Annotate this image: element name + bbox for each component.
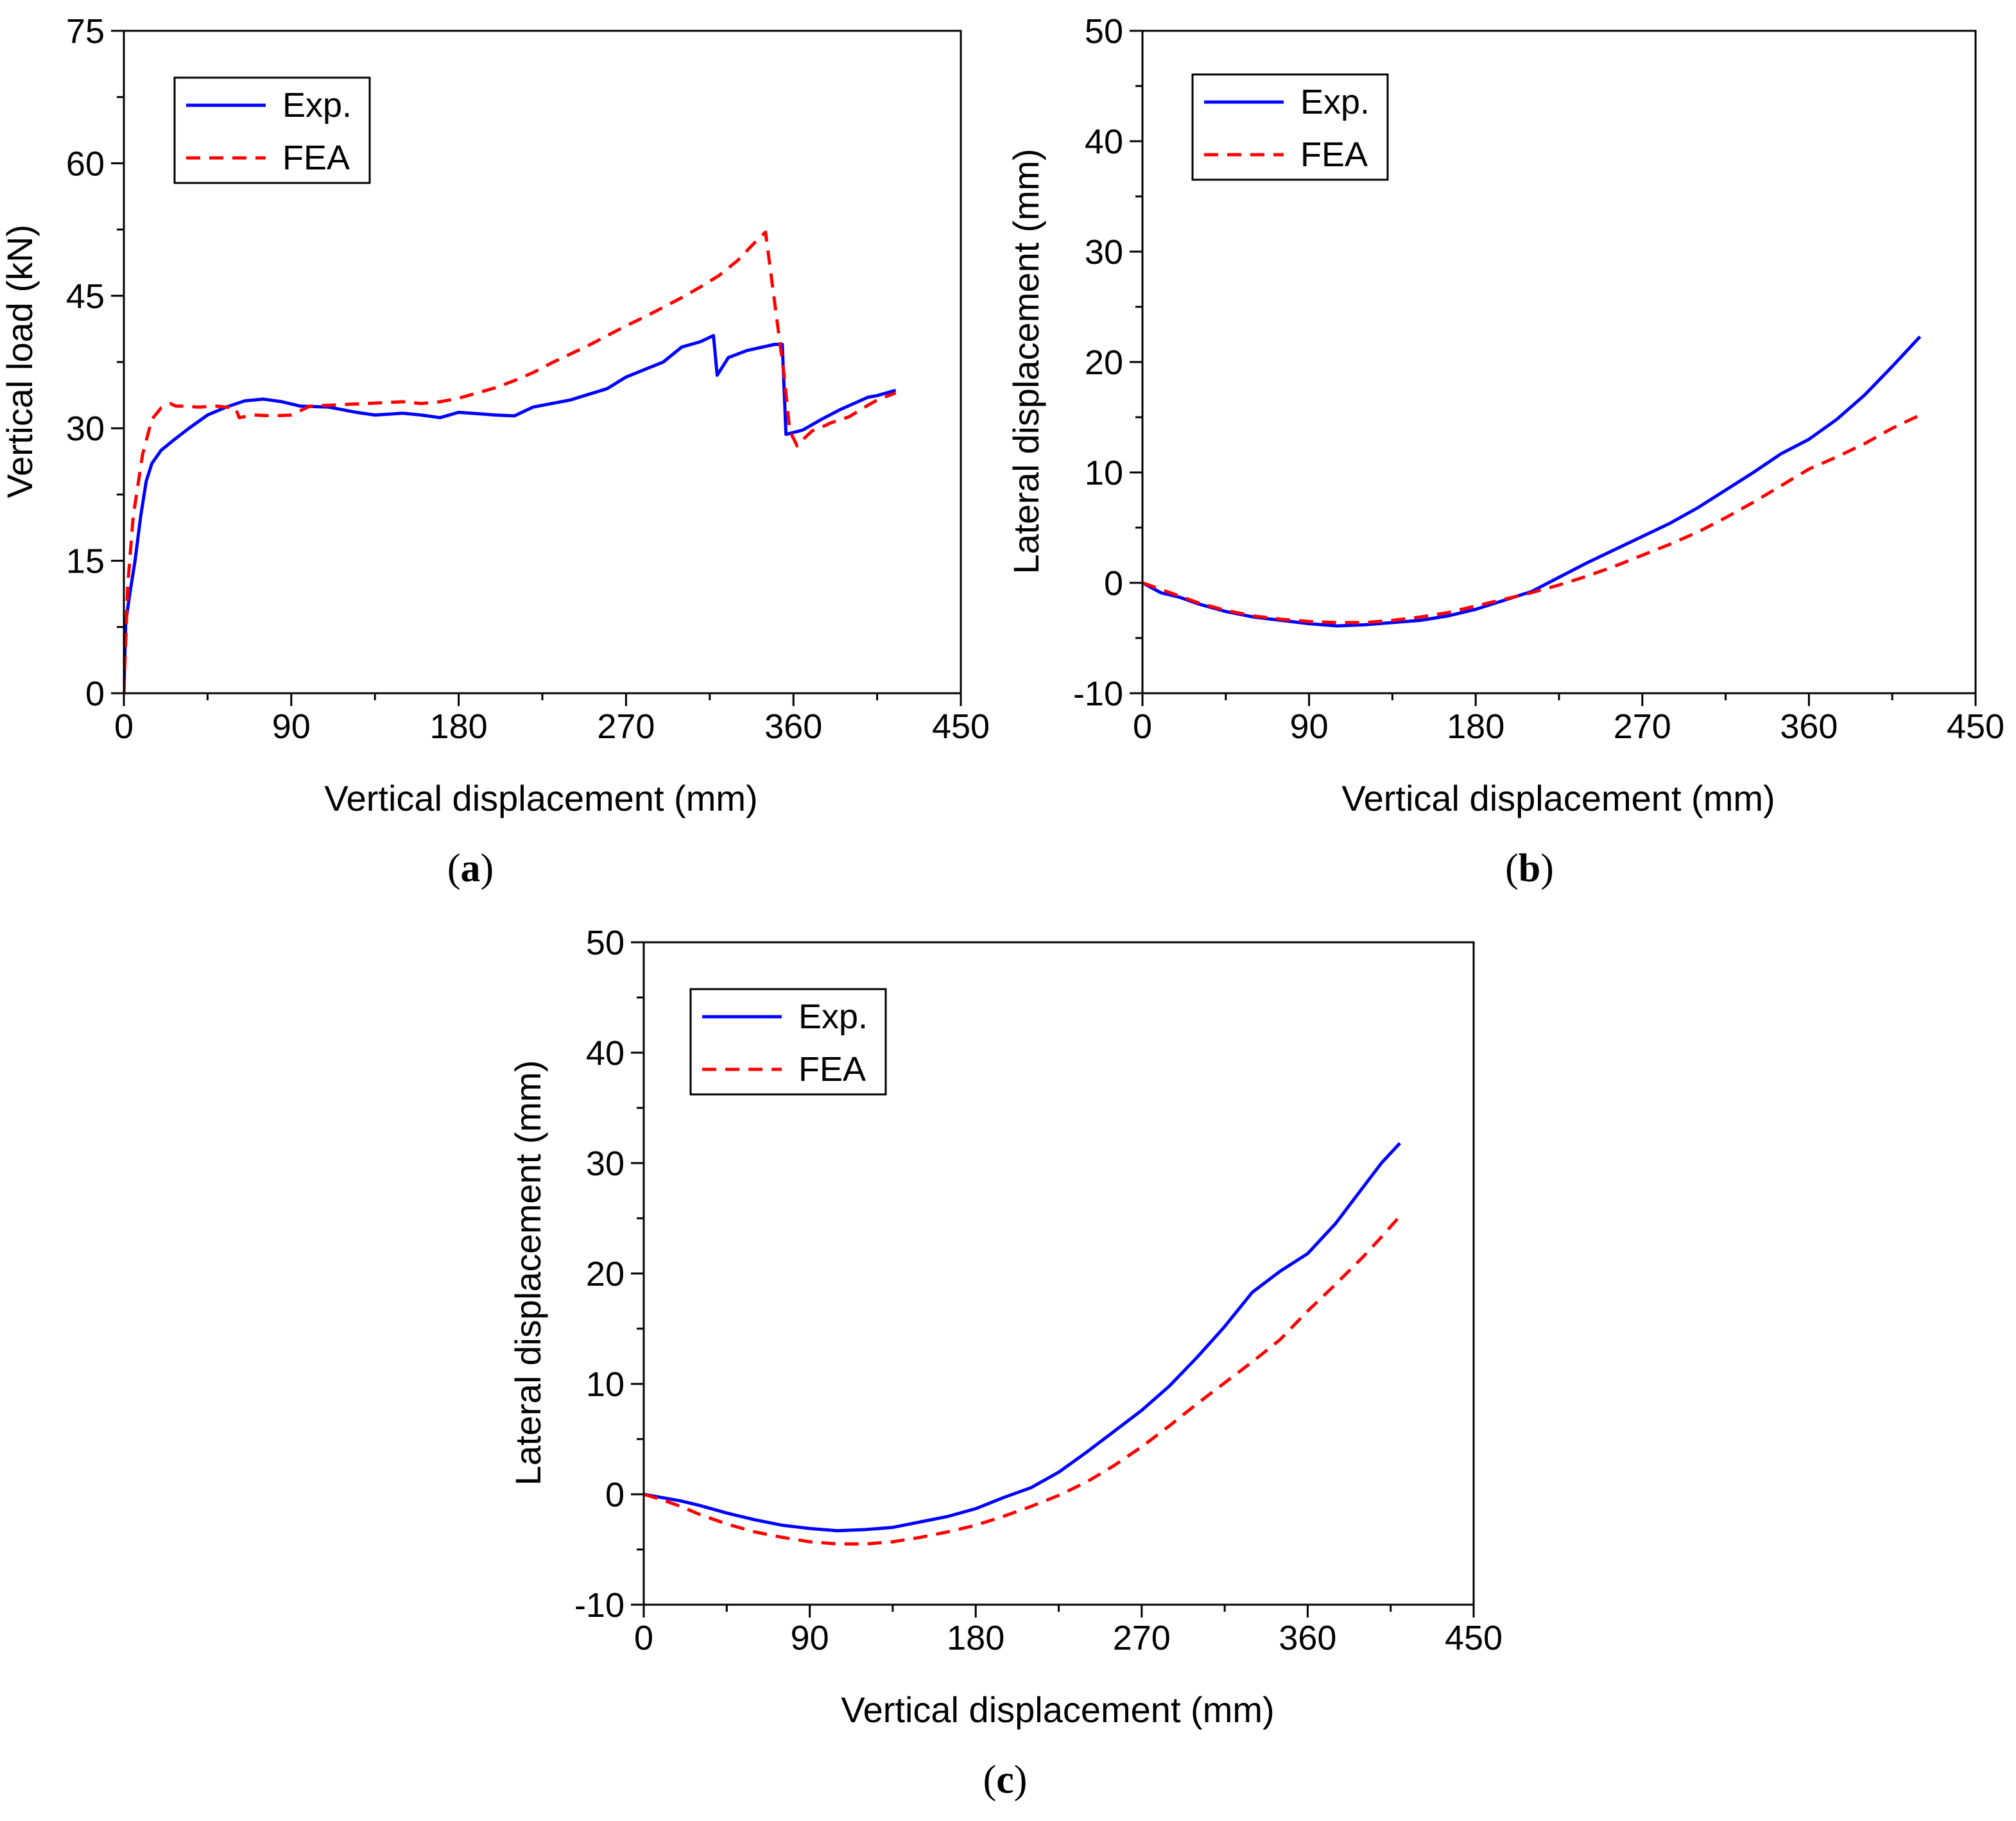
panel-b-x-tick-label: 90	[1290, 707, 1329, 746]
panel-c-y-tick-label: 0	[605, 1476, 625, 1514]
panel-a: 0 90 180 270 360 450 0 15 30 45 60 75 Vertical disp…	[0, 12, 990, 890]
panel-a-legend-exp-label: Exp.	[282, 86, 352, 125]
panel-c-x-tick-label: 90	[791, 1619, 829, 1657]
panel-a-y-axis-title: Vertical load (kN)	[0, 225, 40, 498]
panel-a-x-axis-title: Vertical displacement (mm)	[324, 778, 757, 818]
panel-b-x-tick-label: 180	[1447, 707, 1504, 746]
panel-c-x-axis-title: Vertical displacement (mm)	[841, 1689, 1274, 1730]
panel-c-x-tick-label: 0	[634, 1619, 653, 1657]
panel-b-series-fea-line	[1142, 413, 1921, 625]
panel-c-x-tick-label: 360	[1279, 1619, 1336, 1657]
panel-a-x-tick-label: 180	[430, 707, 488, 746]
panel-a-y-tick-label: 0	[85, 675, 105, 713]
panel-c-series-fea-line	[644, 1214, 1401, 1546]
panel-a-y-tick-label: 15	[66, 542, 105, 581]
panel-c-x-tick-label: 270	[1113, 1619, 1171, 1657]
panel-c-y-tick-label: 30	[586, 1144, 625, 1183]
panel-b-y-tick-label: 10	[1085, 454, 1123, 492]
panel-b-y-tick-label: 40	[1085, 123, 1123, 161]
panel-a-caption: (a)	[447, 847, 494, 890]
panel-b-caption: (b)	[1505, 847, 1554, 890]
panel-b-y-tick-label: -10	[1073, 675, 1123, 713]
panel-b-x-tick-label: 450	[1947, 707, 2004, 746]
panel-b-x-tick-label: 270	[1614, 707, 1671, 746]
panel-b-y-axis-title: Lateral displacement (mm)	[1006, 149, 1046, 574]
panel-a-legend-box	[173, 76, 371, 184]
panel-a-series-fea-line	[124, 230, 897, 693]
panel-a-y-tick-label: 75	[66, 12, 105, 51]
panel-c-y-axis-title: Lateral displacement (mm)	[508, 1060, 548, 1486]
panel-a-y-tick-label: 60	[66, 144, 105, 183]
panel-b-y-tick-label: 20	[1085, 343, 1123, 382]
panel-a-x-tick-label: 270	[597, 707, 655, 746]
panel-b-legend-fea-label: FEA	[1300, 135, 1368, 174]
panel-a-y-tick-label: 45	[66, 277, 105, 316]
panel-c-legend-box	[689, 988, 887, 1096]
panel-c-y-tick-label: 10	[586, 1365, 625, 1404]
panel-c-legend-exp-label: Exp.	[798, 997, 868, 1036]
panel-b-legend-box	[1191, 73, 1389, 181]
panel-c-y-tick-label: -10	[574, 1586, 625, 1625]
panel-b-y-tick-label: 0	[1104, 564, 1123, 603]
panel-b-legend-exp-label: Exp.	[1300, 83, 1370, 121]
panel-b-y-tick-label: 30	[1085, 233, 1123, 272]
panel-a-x-tick-label: 90	[272, 707, 311, 746]
panel-a-legend: Exp. FEA	[173, 76, 371, 184]
panel-b-x-tick-label: 0	[1133, 707, 1152, 746]
panel-b-legend: Exp. FEA	[1191, 73, 1389, 181]
panel-c-y-tick-label: 40	[586, 1034, 625, 1073]
panel-c-x-tick-label: 450	[1445, 1619, 1503, 1657]
panel-a-x-tick-label: 0	[114, 707, 134, 746]
panel-b-x-axis-title: Vertical displacement (mm)	[1341, 778, 1775, 818]
panel-b-x-tick-label: 360	[1780, 707, 1838, 746]
panel-a-y-tick-label: 30	[66, 410, 105, 448]
panel-c-y-tick-label: 50	[586, 924, 625, 962]
panel-a-plot: 0 90 180 270 360 450 0 15 30 45 60 75	[66, 12, 990, 746]
panel-c-caption: (c)	[983, 1758, 1028, 1802]
panel-a-x-tick-label: 450	[932, 707, 990, 746]
panel-c-series-exp-line	[644, 1142, 1401, 1533]
panel-c-legend: Exp. FEA	[689, 988, 887, 1096]
panel-c-legend-fea-label: FEA	[798, 1050, 866, 1089]
panel-a-x-tick-label: 360	[764, 707, 822, 746]
panel-b-plot: 0 90 180 270 360 450 -10 0 10 20 30 40 50	[1073, 12, 2004, 746]
panel-a-legend-fea-label: FEA	[282, 139, 350, 177]
panel-c-x-tick-label: 180	[947, 1619, 1004, 1657]
panel-b: 0 90 180 270 360 450 -10 0 10 20 30 40 50 Vertical d…	[1006, 12, 2004, 890]
panel-b-y-tick-label: 50	[1085, 12, 1123, 51]
panel-c-y-tick-label: 20	[586, 1255, 625, 1293]
